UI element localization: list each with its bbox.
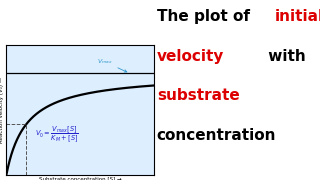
Text: $V_{max}$: $V_{max}$ (97, 57, 127, 72)
Text: initial: initial (274, 9, 320, 24)
Y-axis label: Reaction velocity (V₀) —: Reaction velocity (V₀) — (0, 77, 4, 143)
Text: with: with (263, 49, 306, 64)
X-axis label: Substrate concentration [S] →: Substrate concentration [S] → (39, 177, 121, 180)
Text: $V_0 = \dfrac{V_{max}[S]}{K_M + [S]}$: $V_0 = \dfrac{V_{max}[S]}{K_M + [S]}$ (35, 124, 78, 144)
Text: substrate: substrate (157, 88, 240, 103)
Text: velocity: velocity (157, 49, 224, 64)
Text: $V_{max}/2$: $V_{max}/2$ (0, 120, 1, 128)
Text: $V_{max}$: $V_{max}$ (0, 69, 1, 78)
Text: concentration: concentration (157, 128, 276, 143)
Text: The plot of: The plot of (157, 9, 255, 24)
